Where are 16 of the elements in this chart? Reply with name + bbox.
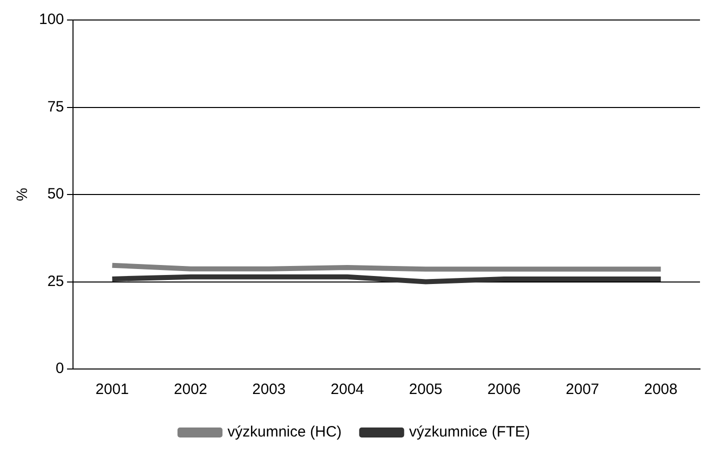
x-tick-label: 2007 <box>566 381 600 398</box>
x-tick-label: 2004 <box>330 381 364 398</box>
y-tick-label: 0 <box>56 360 64 378</box>
y-tick-label: 50 <box>47 186 64 203</box>
x-tick-label: 2008 <box>644 381 678 398</box>
x-tick-label: 2001 <box>96 381 129 398</box>
x-tick-label: 2003 <box>252 381 286 398</box>
x-tick-label: 2002 <box>174 381 208 398</box>
y-tick-label: 100 <box>38 11 64 28</box>
legend-label: výzkumnice (HC) <box>227 424 342 441</box>
legend-label: výzkumnice (FTE) <box>409 424 530 441</box>
y-tick-label: 75 <box>47 98 64 116</box>
y-tick-label: 25 <box>47 272 64 290</box>
y-axis-title: % <box>14 188 32 202</box>
x-tick-label: 2005 <box>409 381 442 398</box>
x-tick-label: 2006 <box>487 381 521 398</box>
